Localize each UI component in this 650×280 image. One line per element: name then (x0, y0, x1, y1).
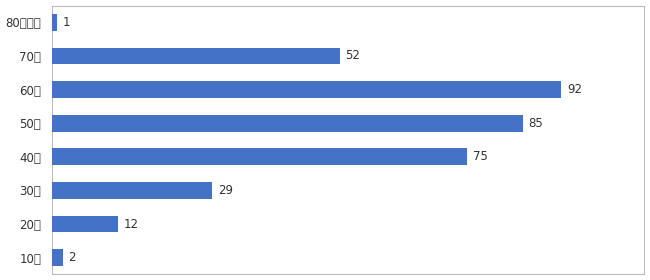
Text: 2: 2 (68, 251, 76, 264)
Text: 92: 92 (567, 83, 582, 96)
Bar (52, 14, 57, 31)
Bar (52, 48, 340, 64)
Text: 1: 1 (63, 16, 70, 29)
Text: 12: 12 (124, 218, 138, 230)
Bar (52, 81, 562, 98)
Bar (52, 148, 467, 165)
Bar (52, 216, 118, 232)
Bar (52, 182, 213, 199)
Bar (52, 249, 63, 266)
Bar (52, 115, 523, 132)
Text: 85: 85 (528, 117, 543, 130)
Text: 29: 29 (218, 184, 233, 197)
Text: 75: 75 (473, 150, 488, 163)
Text: 52: 52 (345, 50, 360, 62)
